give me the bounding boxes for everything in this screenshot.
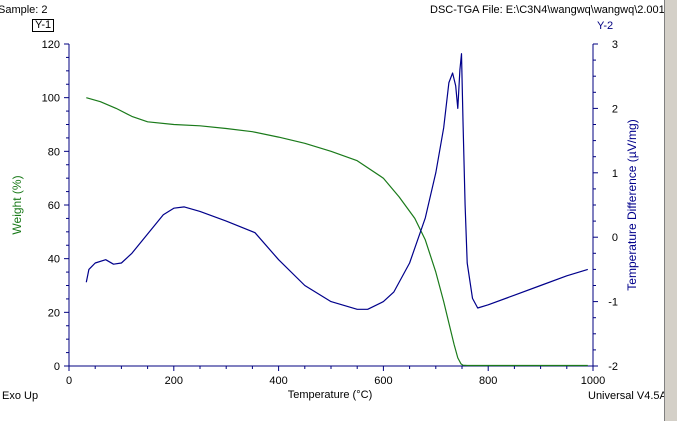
ticks — [64, 43, 598, 371]
y-right-tick-label: 0 — [612, 232, 618, 244]
weight-series-line — [86, 97, 588, 367]
y-left-tick-label: 100 — [42, 93, 60, 105]
sample-label: Sample: 2 — [0, 4, 48, 16]
y2-axis-tag[interactable]: Y-2 — [597, 20, 614, 32]
window-edge — [664, 0, 677, 421]
y-left-tick-label: 80 — [48, 146, 60, 158]
y1-axis-tag[interactable]: Y-1 — [32, 19, 55, 32]
x-tick-label: 200 — [165, 375, 183, 387]
y-left-tick-label: 20 — [48, 307, 60, 319]
x-tick-label: 0 — [66, 375, 72, 387]
y-left-tick-label: 60 — [48, 200, 60, 212]
y-right-tick-label: 2 — [612, 103, 618, 115]
y-right-tick-label: -1 — [608, 297, 618, 309]
version-label: Universal V4.5A — [588, 390, 667, 402]
y-left-tick-label: 40 — [48, 254, 60, 266]
x-axis-label: Temperature (°C) — [288, 389, 372, 401]
x-tick-label: 600 — [374, 375, 392, 387]
series — [85, 53, 588, 367]
y-axis-left-label: Weight (%) — [10, 175, 24, 234]
exo-up-label: Exo Up — [2, 390, 39, 402]
y-right-tick-label: 1 — [612, 168, 618, 180]
heat-flow-series-line — [85, 53, 588, 310]
tick-labels: 0 200 400 600 800 1000 0 20 40 60 80 100 120 -2 -1 0 1 2 3 — [42, 39, 618, 387]
y-axis-right-label: Temperature Difference (µV/mg) — [625, 119, 639, 290]
axes — [68, 44, 594, 367]
x-tick-label: 800 — [479, 375, 497, 387]
x-tick-label: 400 — [269, 375, 287, 387]
y-left-tick-label: 0 — [54, 361, 60, 373]
y-right-tick-label: -2 — [608, 361, 618, 373]
y-left-tick-label: 120 — [42, 39, 60, 51]
file-label: DSC-TGA File: E:\C3N4\wangwq\wangwq\2.00… — [430, 4, 665, 16]
x-tick-label: 1000 — [581, 375, 605, 387]
y-right-tick-label: 3 — [612, 39, 618, 51]
